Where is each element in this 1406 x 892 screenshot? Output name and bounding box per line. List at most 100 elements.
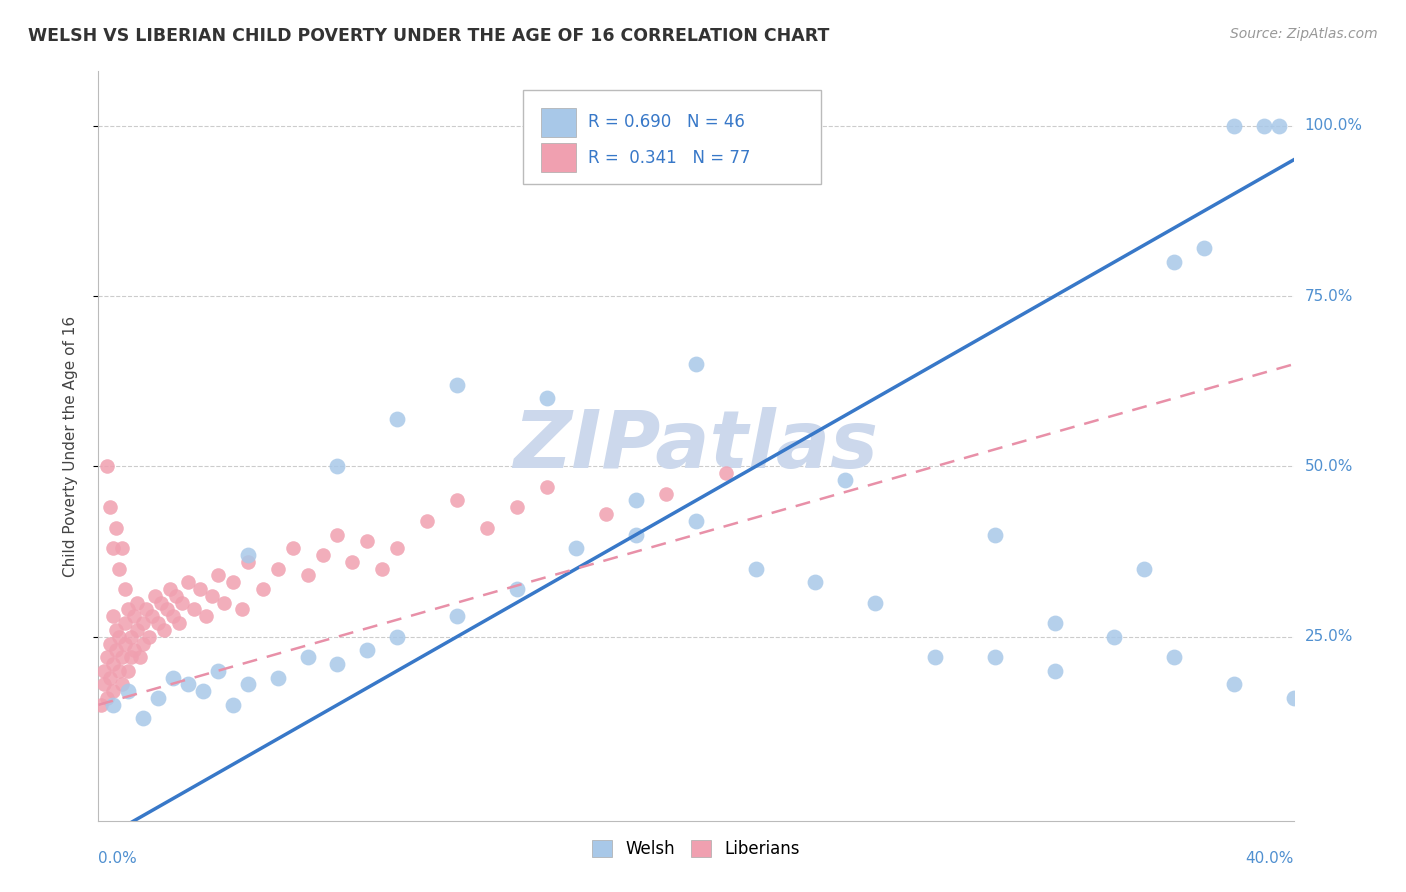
Point bbox=[207, 568, 229, 582]
Point bbox=[222, 575, 245, 590]
Point bbox=[127, 623, 149, 637]
Point bbox=[103, 609, 125, 624]
Text: R =  0.341   N = 77: R = 0.341 N = 77 bbox=[589, 149, 751, 167]
Point bbox=[626, 527, 648, 541]
Point bbox=[103, 698, 125, 712]
Point bbox=[326, 459, 349, 474]
Point bbox=[475, 521, 498, 535]
Point bbox=[236, 555, 259, 569]
Point bbox=[326, 657, 349, 671]
Point bbox=[105, 643, 128, 657]
Text: Source: ZipAtlas.com: Source: ZipAtlas.com bbox=[1230, 27, 1378, 41]
Point bbox=[984, 650, 1007, 665]
Point bbox=[177, 575, 200, 590]
Point bbox=[252, 582, 274, 596]
Point bbox=[1163, 650, 1185, 665]
Point bbox=[98, 636, 122, 650]
Point bbox=[685, 357, 707, 371]
Point bbox=[1104, 630, 1126, 644]
Point bbox=[188, 582, 211, 596]
Point bbox=[108, 630, 131, 644]
Text: R = 0.690   N = 46: R = 0.690 N = 46 bbox=[589, 113, 745, 131]
Point bbox=[212, 596, 235, 610]
Point bbox=[132, 616, 155, 631]
Point bbox=[148, 691, 170, 706]
Point bbox=[117, 684, 139, 698]
FancyBboxPatch shape bbox=[523, 90, 821, 184]
Point bbox=[536, 480, 558, 494]
Point bbox=[96, 650, 118, 665]
Point bbox=[111, 677, 134, 691]
Text: 40.0%: 40.0% bbox=[1246, 851, 1294, 866]
Point bbox=[626, 493, 648, 508]
Point bbox=[231, 602, 253, 616]
Point bbox=[506, 500, 529, 515]
Point bbox=[96, 459, 118, 474]
Point bbox=[98, 500, 122, 515]
Point bbox=[132, 636, 155, 650]
Point bbox=[150, 596, 173, 610]
Point bbox=[297, 568, 319, 582]
Point bbox=[326, 527, 349, 541]
Point bbox=[141, 609, 163, 624]
Point bbox=[207, 664, 229, 678]
Point bbox=[1043, 664, 1066, 678]
Point bbox=[191, 684, 214, 698]
Point bbox=[236, 548, 259, 562]
Point bbox=[117, 602, 139, 616]
Point bbox=[1282, 691, 1305, 706]
Point bbox=[114, 616, 136, 631]
Point bbox=[153, 623, 176, 637]
Point bbox=[1163, 255, 1185, 269]
Point bbox=[834, 473, 856, 487]
Point bbox=[148, 616, 170, 631]
Point bbox=[108, 561, 131, 575]
Point bbox=[685, 514, 707, 528]
Point bbox=[371, 561, 394, 575]
Point bbox=[356, 643, 378, 657]
Point bbox=[138, 630, 160, 644]
Point bbox=[162, 609, 184, 624]
Point bbox=[124, 643, 146, 657]
Point bbox=[865, 596, 887, 610]
Point bbox=[595, 507, 617, 521]
Point bbox=[201, 589, 224, 603]
Legend: Welsh, Liberians: Welsh, Liberians bbox=[585, 833, 807, 864]
Point bbox=[1133, 561, 1156, 575]
Point bbox=[1223, 677, 1246, 691]
Point bbox=[655, 486, 678, 500]
Point bbox=[143, 589, 166, 603]
Point bbox=[103, 684, 125, 698]
Point bbox=[117, 664, 139, 678]
FancyBboxPatch shape bbox=[541, 108, 576, 136]
Point bbox=[96, 691, 118, 706]
Text: 0.0%: 0.0% bbox=[98, 851, 138, 866]
Point bbox=[446, 377, 468, 392]
Text: 75.0%: 75.0% bbox=[1305, 289, 1353, 303]
Point bbox=[565, 541, 588, 556]
Point bbox=[267, 561, 290, 575]
Point bbox=[108, 664, 131, 678]
Point bbox=[111, 541, 134, 556]
Point bbox=[114, 582, 136, 596]
Point bbox=[385, 411, 409, 425]
Text: WELSH VS LIBERIAN CHILD POVERTY UNDER THE AGE OF 16 CORRELATION CHART: WELSH VS LIBERIAN CHILD POVERTY UNDER TH… bbox=[28, 27, 830, 45]
Point bbox=[105, 521, 128, 535]
Point bbox=[416, 514, 439, 528]
Point bbox=[714, 467, 737, 481]
Text: ZIPatlas: ZIPatlas bbox=[513, 407, 879, 485]
Point bbox=[156, 602, 179, 616]
Point bbox=[267, 671, 290, 685]
Point bbox=[1223, 119, 1246, 133]
Point bbox=[356, 534, 378, 549]
Point bbox=[342, 555, 364, 569]
Point bbox=[236, 677, 259, 691]
Point bbox=[177, 677, 200, 691]
Point bbox=[167, 616, 190, 631]
Point bbox=[135, 602, 157, 616]
Point bbox=[311, 548, 333, 562]
FancyBboxPatch shape bbox=[541, 144, 576, 172]
Point bbox=[1267, 119, 1289, 133]
Point bbox=[195, 609, 218, 624]
Point bbox=[385, 630, 409, 644]
